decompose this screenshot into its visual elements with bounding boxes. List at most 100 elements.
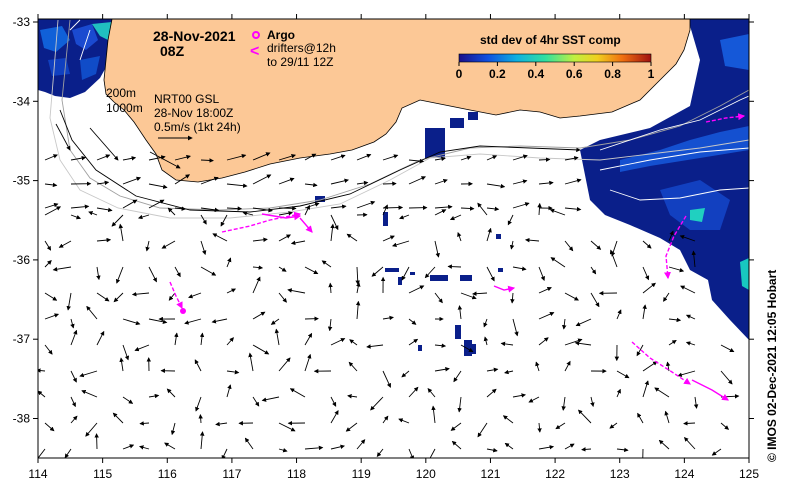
current-vector bbox=[512, 393, 526, 398]
current-vector bbox=[356, 282, 361, 294]
current-vector bbox=[122, 344, 130, 361]
current-vector bbox=[215, 421, 228, 427]
current-vector bbox=[693, 396, 699, 409]
current-vector bbox=[356, 180, 369, 186]
current-vector bbox=[642, 361, 658, 372]
current-vector bbox=[174, 206, 187, 211]
current-vector bbox=[477, 202, 488, 216]
current-vector bbox=[131, 291, 150, 297]
current-vector bbox=[429, 448, 436, 458]
current-vector bbox=[44, 292, 58, 301]
current-vector bbox=[355, 300, 361, 320]
current-vector bbox=[278, 422, 296, 432]
current-vector bbox=[355, 266, 360, 286]
current-vector bbox=[564, 360, 571, 372]
current-vector bbox=[720, 370, 733, 385]
current-vector bbox=[453, 370, 462, 383]
current-vector bbox=[44, 422, 55, 432]
current-vector bbox=[512, 266, 527, 271]
current-vector bbox=[401, 266, 410, 281]
current-vector bbox=[330, 178, 349, 185]
y-tick-label: -33 bbox=[13, 15, 31, 29]
current-vector bbox=[434, 343, 447, 348]
current-vector bbox=[535, 361, 540, 372]
colorbar-tick-label: 0.2 bbox=[489, 67, 506, 81]
current-vector bbox=[549, 208, 566, 216]
current-vector bbox=[642, 380, 649, 398]
colorbar-tick-label: 0.6 bbox=[566, 67, 583, 81]
current-vector bbox=[330, 444, 345, 450]
current-vector bbox=[472, 291, 488, 296]
current-vector bbox=[356, 153, 372, 161]
current-vector bbox=[348, 361, 358, 372]
current-vector bbox=[512, 154, 528, 161]
current-vector bbox=[434, 367, 450, 372]
current-vector bbox=[278, 448, 288, 453]
current-vector bbox=[287, 288, 306, 294]
current-vector bbox=[44, 154, 58, 161]
current-vector bbox=[226, 153, 247, 161]
current-vector bbox=[70, 329, 78, 346]
current-vector bbox=[64, 448, 72, 458]
current-vector bbox=[434, 292, 443, 304]
contour-200-label: 200m bbox=[106, 86, 136, 100]
current-vector bbox=[252, 237, 268, 243]
current-vector bbox=[564, 443, 575, 450]
current-vector bbox=[685, 314, 696, 320]
current-vector bbox=[408, 285, 425, 294]
current-vector bbox=[538, 311, 555, 320]
current-vector bbox=[278, 266, 287, 272]
current-vector bbox=[370, 396, 384, 411]
current-vector bbox=[145, 240, 150, 252]
colorbar-tick-label: 0.8 bbox=[604, 67, 621, 81]
current-vector bbox=[347, 394, 358, 399]
current-vector bbox=[278, 357, 291, 372]
current-vector bbox=[524, 237, 540, 243]
current-vector bbox=[500, 341, 514, 347]
current-vector bbox=[85, 422, 98, 437]
x-tick-label: 117 bbox=[222, 467, 241, 481]
current-vector bbox=[642, 304, 647, 320]
current-vector bbox=[371, 266, 384, 277]
current-vector bbox=[449, 214, 462, 221]
current-vector bbox=[345, 422, 358, 432]
current-vector bbox=[198, 414, 203, 424]
drifter-legend-symbol: < bbox=[250, 43, 259, 60]
current-vector bbox=[304, 445, 324, 451]
current-vector bbox=[252, 152, 271, 161]
current-vector bbox=[564, 292, 579, 301]
sst-scattered-pixels bbox=[315, 94, 580, 356]
current-vector bbox=[122, 444, 135, 450]
current-vector bbox=[122, 156, 137, 161]
y-tick-label: -34 bbox=[13, 94, 31, 108]
current-vector bbox=[424, 266, 436, 279]
current-vector bbox=[663, 292, 670, 302]
current-vector bbox=[528, 396, 540, 403]
current-vector bbox=[564, 206, 582, 212]
current-vector bbox=[226, 369, 240, 375]
current-vector bbox=[212, 233, 228, 242]
current-vector bbox=[79, 370, 98, 378]
current-vector bbox=[66, 292, 72, 311]
current-vector bbox=[148, 155, 166, 161]
argo-legend-label: Argo bbox=[267, 28, 295, 42]
current-vector bbox=[274, 328, 280, 346]
current-vector bbox=[170, 422, 176, 436]
current-vector bbox=[112, 412, 124, 424]
current-vector bbox=[96, 180, 110, 186]
current-vector bbox=[70, 214, 81, 220]
current-vector bbox=[44, 344, 53, 355]
current-vector bbox=[134, 344, 150, 352]
current-vector bbox=[248, 352, 254, 372]
current-vector bbox=[161, 240, 176, 249]
current-vector bbox=[642, 240, 652, 249]
x-tick-label: 118 bbox=[287, 467, 306, 481]
current-vector bbox=[683, 421, 696, 426]
current-vector bbox=[111, 214, 124, 227]
current-vector bbox=[590, 266, 597, 275]
current-vector bbox=[252, 276, 261, 294]
current-vector bbox=[538, 180, 554, 186]
current-vector bbox=[44, 202, 59, 209]
current-vector bbox=[356, 439, 366, 450]
current-vector bbox=[38, 390, 46, 398]
